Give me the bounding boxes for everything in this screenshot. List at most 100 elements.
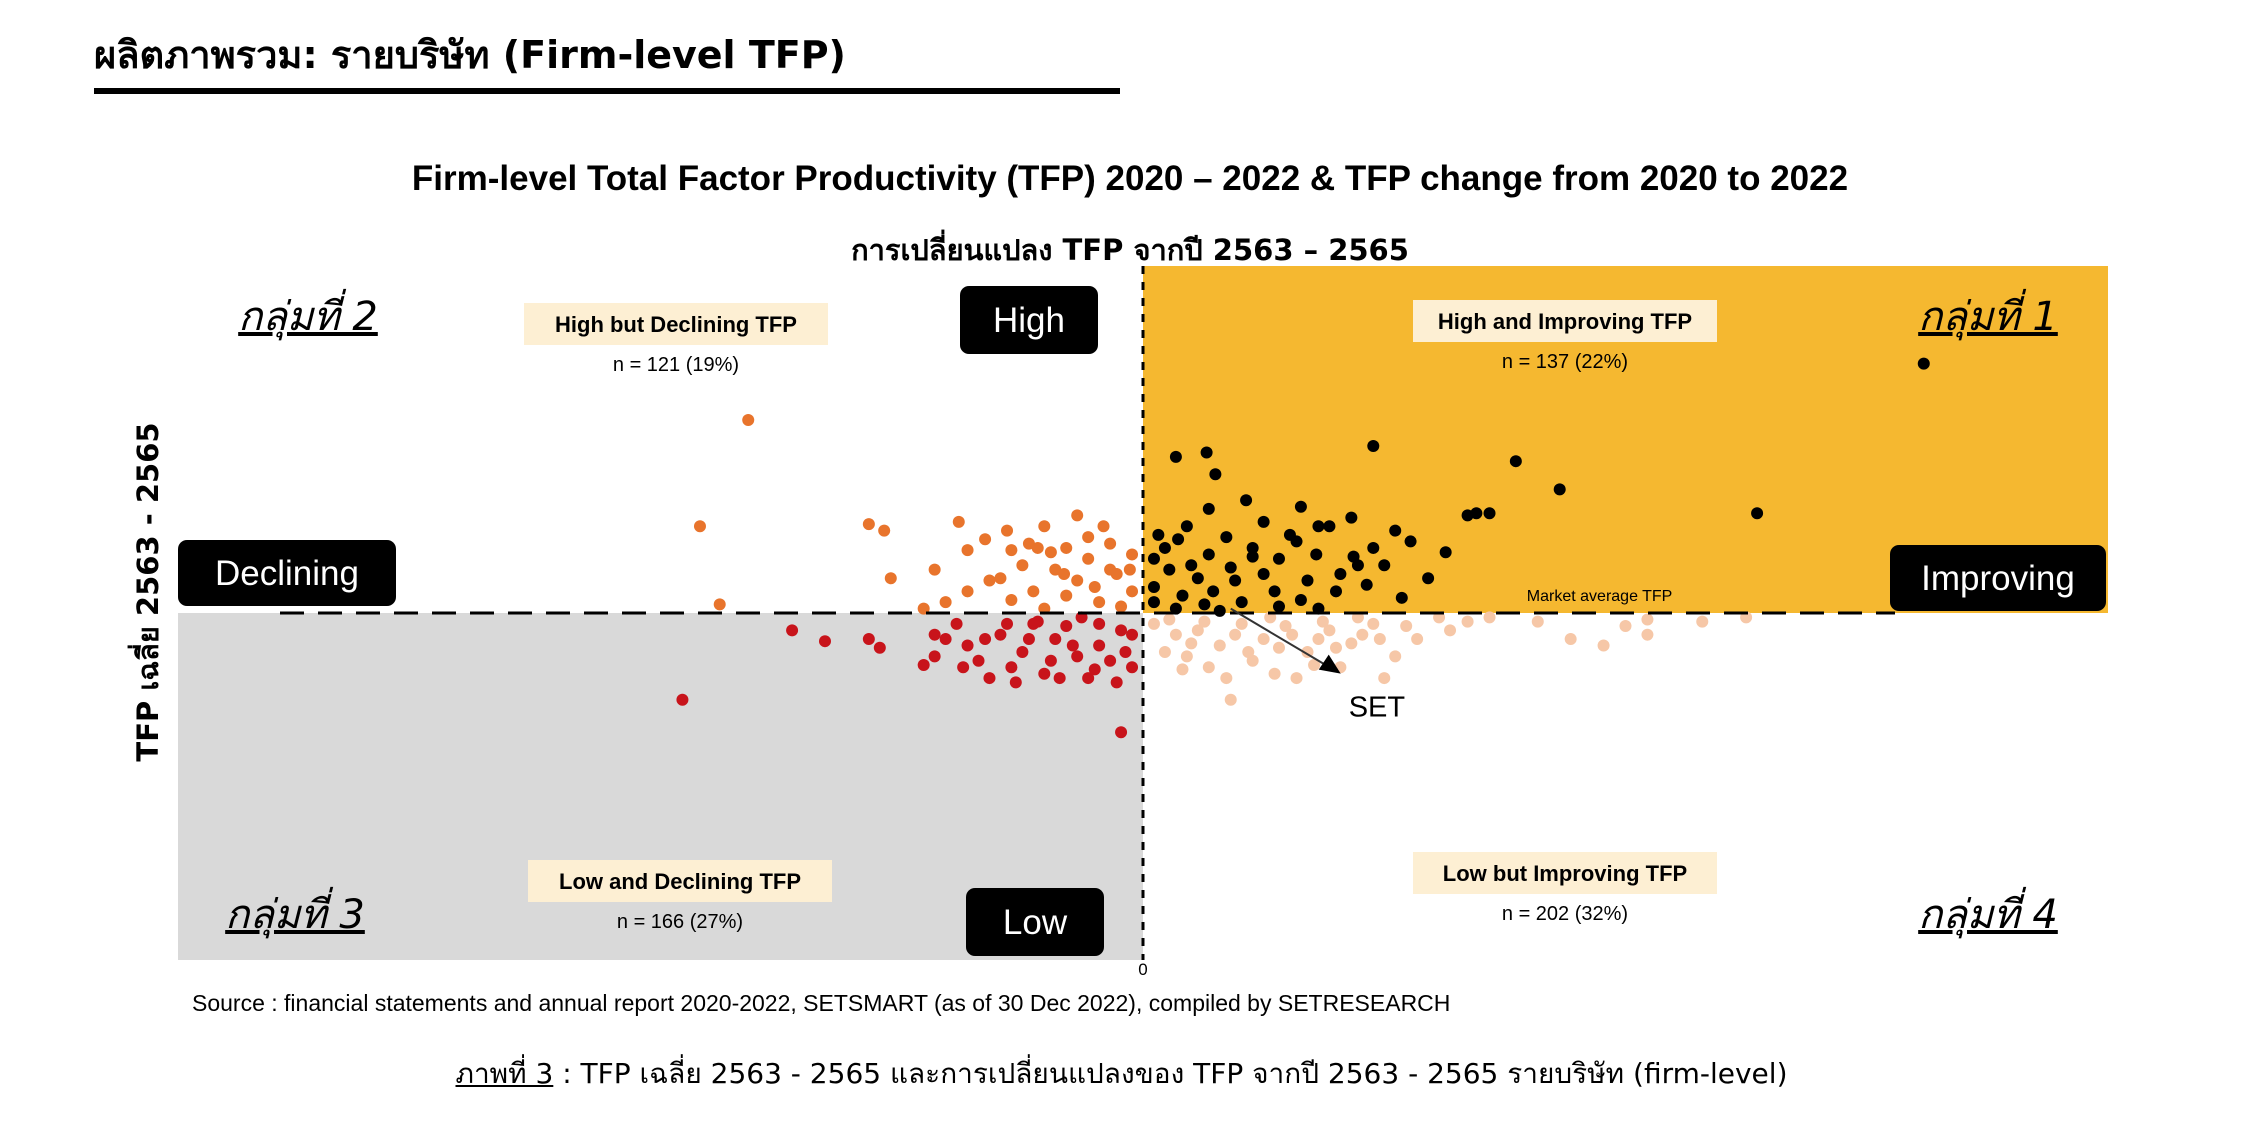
data-point-group-1 [1483, 507, 1496, 520]
data-point-group-4 [1147, 617, 1160, 630]
data-point-group-3 [1126, 628, 1139, 641]
group-2-tag [524, 303, 828, 345]
data-point-group-4 [1619, 620, 1632, 633]
data-point-group-3 [862, 633, 875, 646]
data-point-group-1 [1312, 520, 1325, 533]
data-point-group-4 [1202, 661, 1215, 674]
data-point-group-4 [1323, 624, 1336, 637]
data-point-group-3 [1115, 726, 1128, 739]
tfp-quadrant-chart: Firm-level Total Factor Productivity (TF… [127, 159, 2108, 1016]
data-point-group-1 [1404, 535, 1417, 548]
group-3-name: Low and Declining TFP [559, 869, 801, 894]
data-point-group-1 [1272, 552, 1285, 565]
data-point-group-1 [1310, 548, 1323, 561]
data-point-group-3 [961, 639, 974, 652]
data-point-group-1 [1257, 515, 1270, 528]
data-point-group-3 [1049, 633, 1062, 646]
data-point-group-2 [1082, 552, 1095, 565]
data-point-group-1 [1185, 559, 1198, 572]
data-point-group-1 [1360, 578, 1373, 591]
data-point-group-4 [1564, 633, 1577, 646]
group-1-count: n = 137 (22%) [1502, 351, 1628, 373]
group-2-count: n = 121 (19%) [613, 354, 739, 376]
data-point-group-3 [1038, 667, 1051, 680]
data-point-group-4 [1290, 672, 1303, 685]
data-point-group-1 [1751, 507, 1764, 520]
data-point-group-1 [1272, 600, 1285, 613]
chart-subtitle: การเปลี่ยนแปลง TFP จากปี 2563 – 2565 [851, 229, 1409, 267]
data-point-group-2 [1031, 541, 1044, 554]
data-point-group-3 [1071, 650, 1084, 663]
label-top: High [993, 301, 1065, 340]
data-point-group-1 [1345, 511, 1358, 524]
data-point-group-4 [1308, 659, 1321, 672]
data-point-group-2 [1115, 600, 1128, 613]
data-point-group-1 [1169, 450, 1182, 463]
data-point-group-1 [1290, 535, 1303, 548]
group-2-name: High but Declining TFP [555, 312, 797, 337]
data-point-group-4 [1531, 615, 1544, 628]
group-3-corner-label: กลุ่มที่ 3 [225, 886, 365, 939]
data-point-group-4 [1163, 613, 1176, 626]
data-point-group-2 [961, 544, 974, 557]
data-point-group-3 [1001, 617, 1014, 630]
data-point-group-4 [1185, 637, 1198, 650]
data-point-group-3 [1088, 663, 1101, 676]
data-point-group-4 [1213, 639, 1226, 652]
data-point-group-2 [1071, 509, 1084, 522]
data-point-group-1 [1176, 589, 1189, 602]
data-point-group-1 [1207, 585, 1220, 598]
data-point-group-4 [1279, 620, 1292, 633]
page-heading: ผลิตภาพรวม: รายบริษัท (Firm-level TFP) [94, 33, 846, 77]
data-point-group-4 [1169, 628, 1182, 641]
data-point-group-3 [786, 624, 799, 637]
data-point-group-4 [1224, 693, 1237, 706]
data-point-group-4 [1257, 633, 1270, 646]
data-point-group-4 [1400, 620, 1413, 633]
label-left: Declining [215, 554, 359, 593]
data-point-group-2 [1044, 546, 1057, 559]
data-point-group-2 [1071, 574, 1084, 587]
group-2-corner-label: กลุ่มที่ 2 [238, 288, 378, 341]
data-point-group-2 [1104, 537, 1117, 550]
data-point-group-3 [994, 628, 1007, 641]
data-point-group-3 [1060, 620, 1073, 633]
data-point-group-3 [1066, 639, 1079, 652]
data-point-group-3 [928, 628, 941, 641]
data-point-group-1 [1180, 520, 1193, 533]
data-point-group-4 [1330, 641, 1342, 654]
data-point-group-1 [1158, 541, 1171, 554]
direction-labels: High Low Declining Improving [178, 286, 2106, 956]
data-point-group-4 [1345, 637, 1358, 650]
data-point-group-2 [939, 596, 952, 609]
data-point-group-1 [1294, 500, 1307, 513]
data-point-group-3 [972, 654, 985, 667]
group-4-tag [1413, 852, 1717, 894]
data-point-group-1 [1323, 520, 1336, 533]
set-arrow [1230, 607, 1328, 667]
data-point-group-3 [983, 672, 996, 685]
data-point-group-1 [1202, 502, 1215, 515]
chart-title: Firm-level Total Factor Productivity (TF… [412, 159, 1848, 198]
group-3-tag [528, 860, 832, 902]
data-point-group-1 [1224, 561, 1237, 574]
group-1-corner-label: กลุ่มที่ 1 [1918, 288, 2058, 341]
data-point-group-1 [1152, 528, 1165, 541]
data-point-group-4 [1158, 646, 1171, 659]
data-point-group-4 [1312, 633, 1325, 646]
data-point-group-1 [1395, 591, 1408, 604]
data-point-group-2 [1058, 567, 1071, 580]
data-point-group-3 [873, 641, 886, 654]
data-point-group-3 [1093, 639, 1106, 652]
data-point-group-1 [1422, 572, 1435, 585]
data-point-group-3 [1104, 654, 1117, 667]
data-point-group-1 [1220, 531, 1233, 544]
data-point-group-4 [1444, 624, 1457, 637]
data-point-group-3 [928, 650, 941, 663]
data-point-group-4 [1696, 615, 1709, 628]
data-point-group-3 [1016, 646, 1029, 659]
data-point-group-2 [1093, 596, 1106, 609]
data-point-group-2 [1097, 520, 1110, 533]
data-point-group-1 [1198, 598, 1211, 611]
data-point-group-3 [1093, 617, 1106, 630]
